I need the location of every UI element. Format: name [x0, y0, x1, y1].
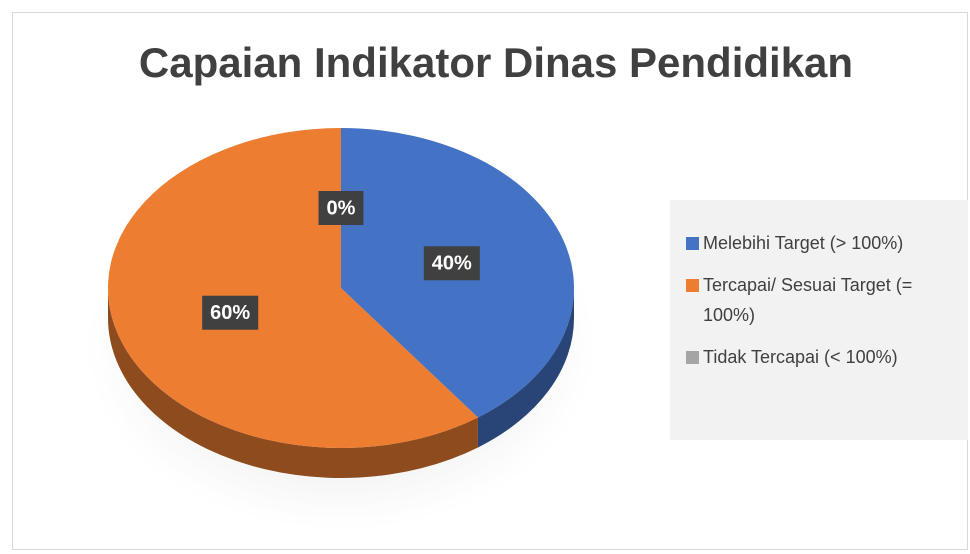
legend: Melebihi Target (> 100%) Tercapai/ Sesuai…	[670, 200, 968, 440]
legend-item: Tidak Tercapai (< 100%)	[686, 342, 956, 372]
label-box	[423, 246, 480, 281]
legend-swatch	[686, 279, 699, 292]
label-text: 40%	[432, 253, 472, 275]
label-text: 0%	[327, 197, 356, 219]
chart-title: Capaian Indikator Dinas Pendidikan	[139, 39, 853, 86]
legend-swatch	[686, 237, 699, 250]
data-label: 40%	[423, 246, 480, 281]
legend-swatch	[686, 351, 699, 364]
legend-item: Tercapai/ Sesuai Target (= 100%)	[686, 270, 956, 330]
slice-side	[108, 288, 478, 479]
data-label: 60%	[202, 295, 259, 330]
label-text: 60%	[210, 302, 250, 324]
legend-label: Melebihi Target (> 100%)	[703, 233, 904, 253]
label-box	[202, 295, 259, 330]
legend-label: Tidak Tercapai (< 100%)	[703, 347, 898, 367]
slice	[108, 128, 478, 448]
label-box	[318, 191, 364, 225]
slice-side	[477, 288, 574, 448]
data-label: 0%	[318, 191, 364, 225]
legend-label: Tercapai/ Sesuai Target (= 100%)	[703, 275, 913, 325]
legend-item: Melebihi Target (> 100%)	[686, 228, 956, 258]
